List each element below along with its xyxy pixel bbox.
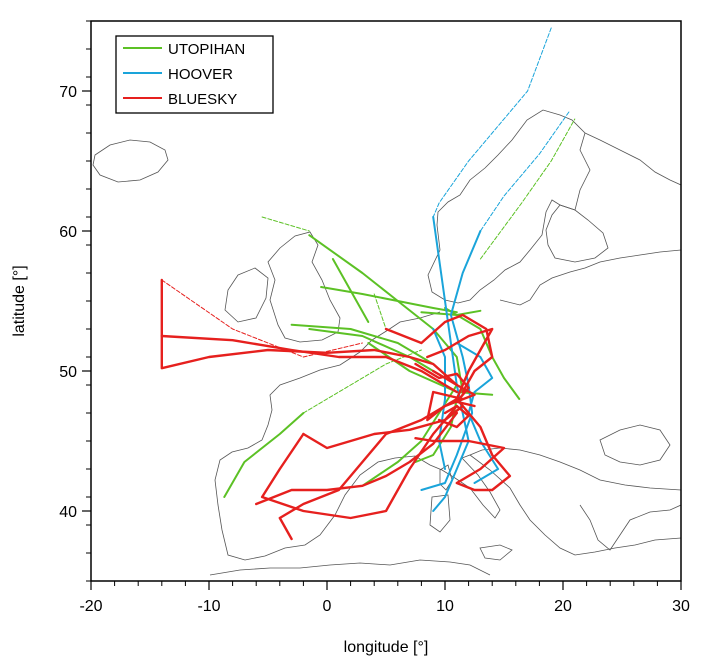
x-axis: -20 -10 0 10 20 30 — [79, 581, 690, 615]
track-utopihan-1 — [302, 349, 422, 414]
y-axis-title: latitude [°] — [11, 265, 28, 336]
track-bluesky-8 — [384, 313, 494, 394]
y-tick-label: 50 — [59, 364, 77, 381]
track-hoover-0 — [432, 27, 552, 218]
track-hoover-3 — [420, 230, 482, 491]
x-tick-label: 20 — [554, 598, 572, 615]
track-utopihan-13 — [420, 309, 482, 316]
x-tick-label: 0 — [323, 598, 332, 615]
track-utopihan-14 — [373, 293, 387, 330]
x-axis-title: longitude [°] — [344, 639, 429, 656]
track-bluesky-2 — [161, 279, 363, 358]
coast-baltic — [499, 249, 681, 306]
coast-finland — [545, 204, 609, 263]
legend: UTOPIHAN HOOVER BLUESKY — [115, 35, 274, 114]
y-tick-label: 40 — [59, 504, 77, 521]
coast-scandinavia — [427, 109, 591, 304]
track-utopihan-7 — [331, 258, 370, 323]
coast-sicily — [479, 544, 513, 561]
coast-north-africa — [209, 559, 491, 576]
legend-label-utopihan: UTOPIHAN — [168, 41, 245, 58]
coastlines — [92, 109, 681, 576]
track-bluesky-12 — [437, 404, 470, 429]
x-tick-label: -20 — [79, 598, 102, 615]
x-tick-label: 30 — [672, 598, 690, 615]
track-utopihan-0 — [223, 412, 305, 498]
track-utopihan-3 — [308, 328, 446, 379]
y-tick-label: 60 — [59, 224, 77, 241]
coast-continent — [214, 311, 681, 561]
track-bluesky-0 — [160, 278, 458, 387]
x-tick-label: 10 — [436, 598, 454, 615]
track-bluesky-3 — [260, 404, 458, 520]
track-hoover-1 — [479, 111, 570, 232]
flight-tracks — [160, 27, 576, 541]
track-bluesky-1 — [160, 334, 458, 394]
track-hoover-5 — [432, 328, 446, 470]
legend-label-hoover: HOOVER — [168, 66, 233, 83]
legend-label-bluesky: BLUESKY — [168, 91, 237, 108]
track-hoover-4 — [455, 342, 500, 484]
coast-sardinia — [429, 494, 451, 533]
track-bluesky-5 — [255, 411, 458, 506]
y-tick-label: 70 — [59, 84, 77, 101]
track-utopihan-6 — [308, 234, 464, 393]
track-bluesky-9 — [426, 327, 494, 401]
track-bluesky-4 — [302, 404, 464, 450]
track-utopihan-12 — [479, 118, 576, 260]
track-bluesky-7 — [414, 397, 512, 492]
track-utopihan-4 — [320, 286, 458, 314]
coast-ireland — [224, 267, 269, 323]
y-axis: 40 50 60 70 — [59, 20, 91, 582]
coast-kola — [584, 132, 681, 186]
coast-greece — [579, 504, 681, 551]
coast-iceland — [92, 139, 169, 183]
track-utopihan-5 — [261, 216, 310, 232]
coast-black-sea — [599, 424, 671, 466]
track-bluesky-11 — [414, 362, 476, 408]
coast-adriatic — [469, 447, 681, 491]
track-bluesky-6 — [278, 397, 458, 541]
x-tick-label: -10 — [197, 598, 220, 615]
track-bluesky-10 — [426, 369, 476, 422]
